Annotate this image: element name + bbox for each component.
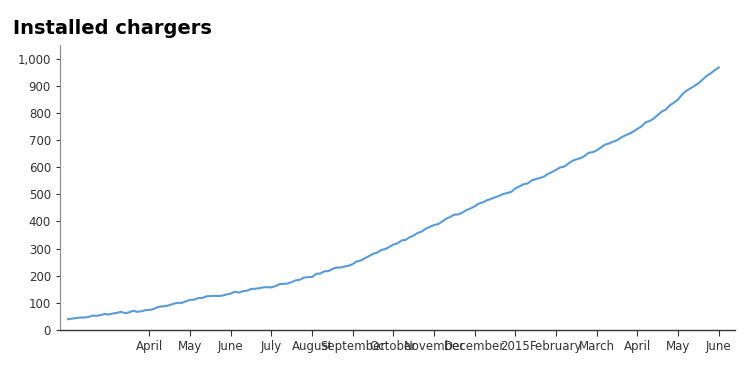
Text: Installed chargers: Installed chargers <box>13 19 211 38</box>
